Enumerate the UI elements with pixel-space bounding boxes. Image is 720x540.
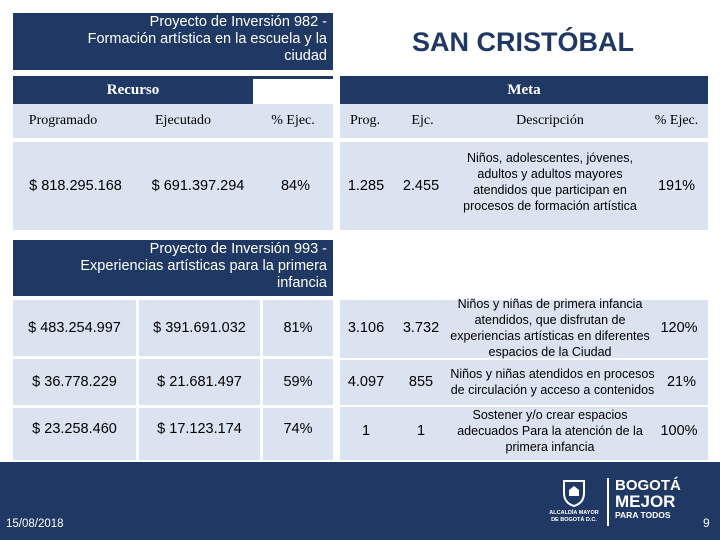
row-2c-prog: 1 — [361, 423, 371, 439]
col-prog: Prog. — [350, 113, 380, 128]
col-divider — [260, 300, 263, 460]
row-2c-programado: $ 23.258.460 — [32, 421, 117, 437]
row-2b-ejecutado: $ 21.681.497 — [157, 374, 242, 390]
col-divider — [136, 300, 139, 460]
row-1-descripcion: Niños, adolescentes, jóvenes, adultos y … — [463, 151, 637, 213]
footer-date: 15/08/2018 — [6, 518, 64, 530]
mejor-word: MEJOR — [615, 492, 676, 511]
row-1-programado: $ 818.295.168 — [29, 178, 122, 194]
project-1-title-line: Formación artística en la escuela y la — [87, 31, 327, 47]
row-1-bg-left — [13, 142, 333, 230]
recurso-label: Recurso — [106, 81, 160, 98]
row-2c-descripcion: Sostener y/o crear espacios adecuados Pa… — [457, 408, 643, 454]
row-2b-pct: 59% — [283, 374, 313, 390]
row-1-prog: 1.285 — [347, 178, 385, 194]
col-pct-ejec: % Ejec. — [271, 113, 315, 128]
row-1-ejc: 2.455 — [402, 178, 440, 194]
row-2a-ejecutado: $ 391.691.032 — [153, 320, 246, 336]
row-divider — [13, 405, 333, 408]
row-divider — [340, 405, 708, 407]
project-2-title-line: infancia — [277, 275, 327, 291]
recurso-header: Recurso — [13, 76, 253, 104]
row-1-ejecutado: $ 691.397.294 — [151, 178, 245, 194]
row-2c-ejecutado: $ 17.123.174 — [157, 421, 242, 437]
row-2a-programado: $ 483.254.997 — [28, 320, 121, 336]
row-2b-programado: $ 36.778.229 — [32, 374, 117, 390]
bogota-logo: ALCALDÍA MAYOR DE BOGOTÁ D.C. BOGOTÁ MEJ… — [545, 476, 690, 530]
project-2-title: Proyecto de Inversión 993 - Experiencias… — [13, 240, 333, 296]
row-2a-ejc: 3.732 — [402, 320, 440, 336]
row-divider — [340, 358, 708, 360]
col-pct-ejec-meta: % Ejec. — [654, 113, 699, 128]
row-2c-pct-meta: 100% — [660, 423, 698, 439]
city-title: SAN CRISTÓBAL — [412, 27, 634, 57]
row-1-pct: 84% — [280, 178, 311, 194]
rows-2-bg-right — [340, 300, 708, 460]
coat-of-arms-icon — [563, 480, 585, 508]
row-1-pct-meta: 191% — [657, 178, 696, 194]
row-2b-descripcion: Niños y niñas atendidos en procesos de c… — [450, 367, 655, 397]
row-2a-pct: 81% — [283, 320, 313, 336]
project-2-title-line: Experiencias artísticas para la primera — [80, 258, 327, 274]
alcaldia-line: DE BOGOTÁ D.C. — [551, 516, 597, 523]
row-2a-pct-meta: 120% — [660, 320, 698, 336]
bogota-word: BOGOTÁ — [615, 477, 681, 494]
col-programado: Programado — [28, 113, 98, 128]
sub-header-right — [340, 104, 708, 138]
row-2b-prog: 4.097 — [347, 374, 385, 390]
alcaldia-line: ALCALDÍA MAYOR — [549, 510, 599, 516]
col-ejc: Ejc. — [411, 113, 434, 128]
row-2a-prog: 3.106 — [347, 320, 385, 336]
alcaldia-text: ALCALDÍA MAYOR DE BOGOTÁ D.C. — [545, 510, 603, 523]
row-1-bg-right — [340, 142, 708, 230]
page-number: 9 — [703, 516, 710, 530]
row-2a-descripcion: Niños y niñas de primera infancia atendi… — [450, 297, 650, 359]
project-2-title-line: Proyecto de Inversión 993 - — [149, 241, 327, 257]
meta-label: Meta — [507, 81, 541, 98]
row-2c-pct: 74% — [283, 421, 313, 437]
logo-divider — [607, 478, 609, 526]
row-divider — [13, 356, 333, 359]
meta-header: Meta — [340, 76, 708, 104]
col-ejecutado: Ejecutado — [155, 113, 211, 128]
header-gap — [253, 76, 333, 79]
project-1-title: Proyecto de Inversión 982 - Formación ar… — [13, 13, 333, 70]
project-1-title-line: Proyecto de Inversión 982 - — [149, 14, 327, 30]
para-todos-word: PARA TODOS — [615, 510, 671, 520]
row-2b-ejc: 855 — [408, 374, 434, 390]
row-2c-ejc: 1 — [416, 423, 426, 439]
rows-2-bg-left — [13, 300, 333, 460]
col-descripcion: Descripción — [516, 113, 584, 128]
footer-bar — [0, 462, 720, 540]
bogota-mejor-text: BOGOTÁ MEJOR PARA TODOS — [615, 478, 690, 520]
project-1-title-line: ciudad — [284, 48, 327, 64]
row-2b-pct-meta: 21% — [666, 374, 697, 390]
sub-header-left — [13, 104, 333, 138]
